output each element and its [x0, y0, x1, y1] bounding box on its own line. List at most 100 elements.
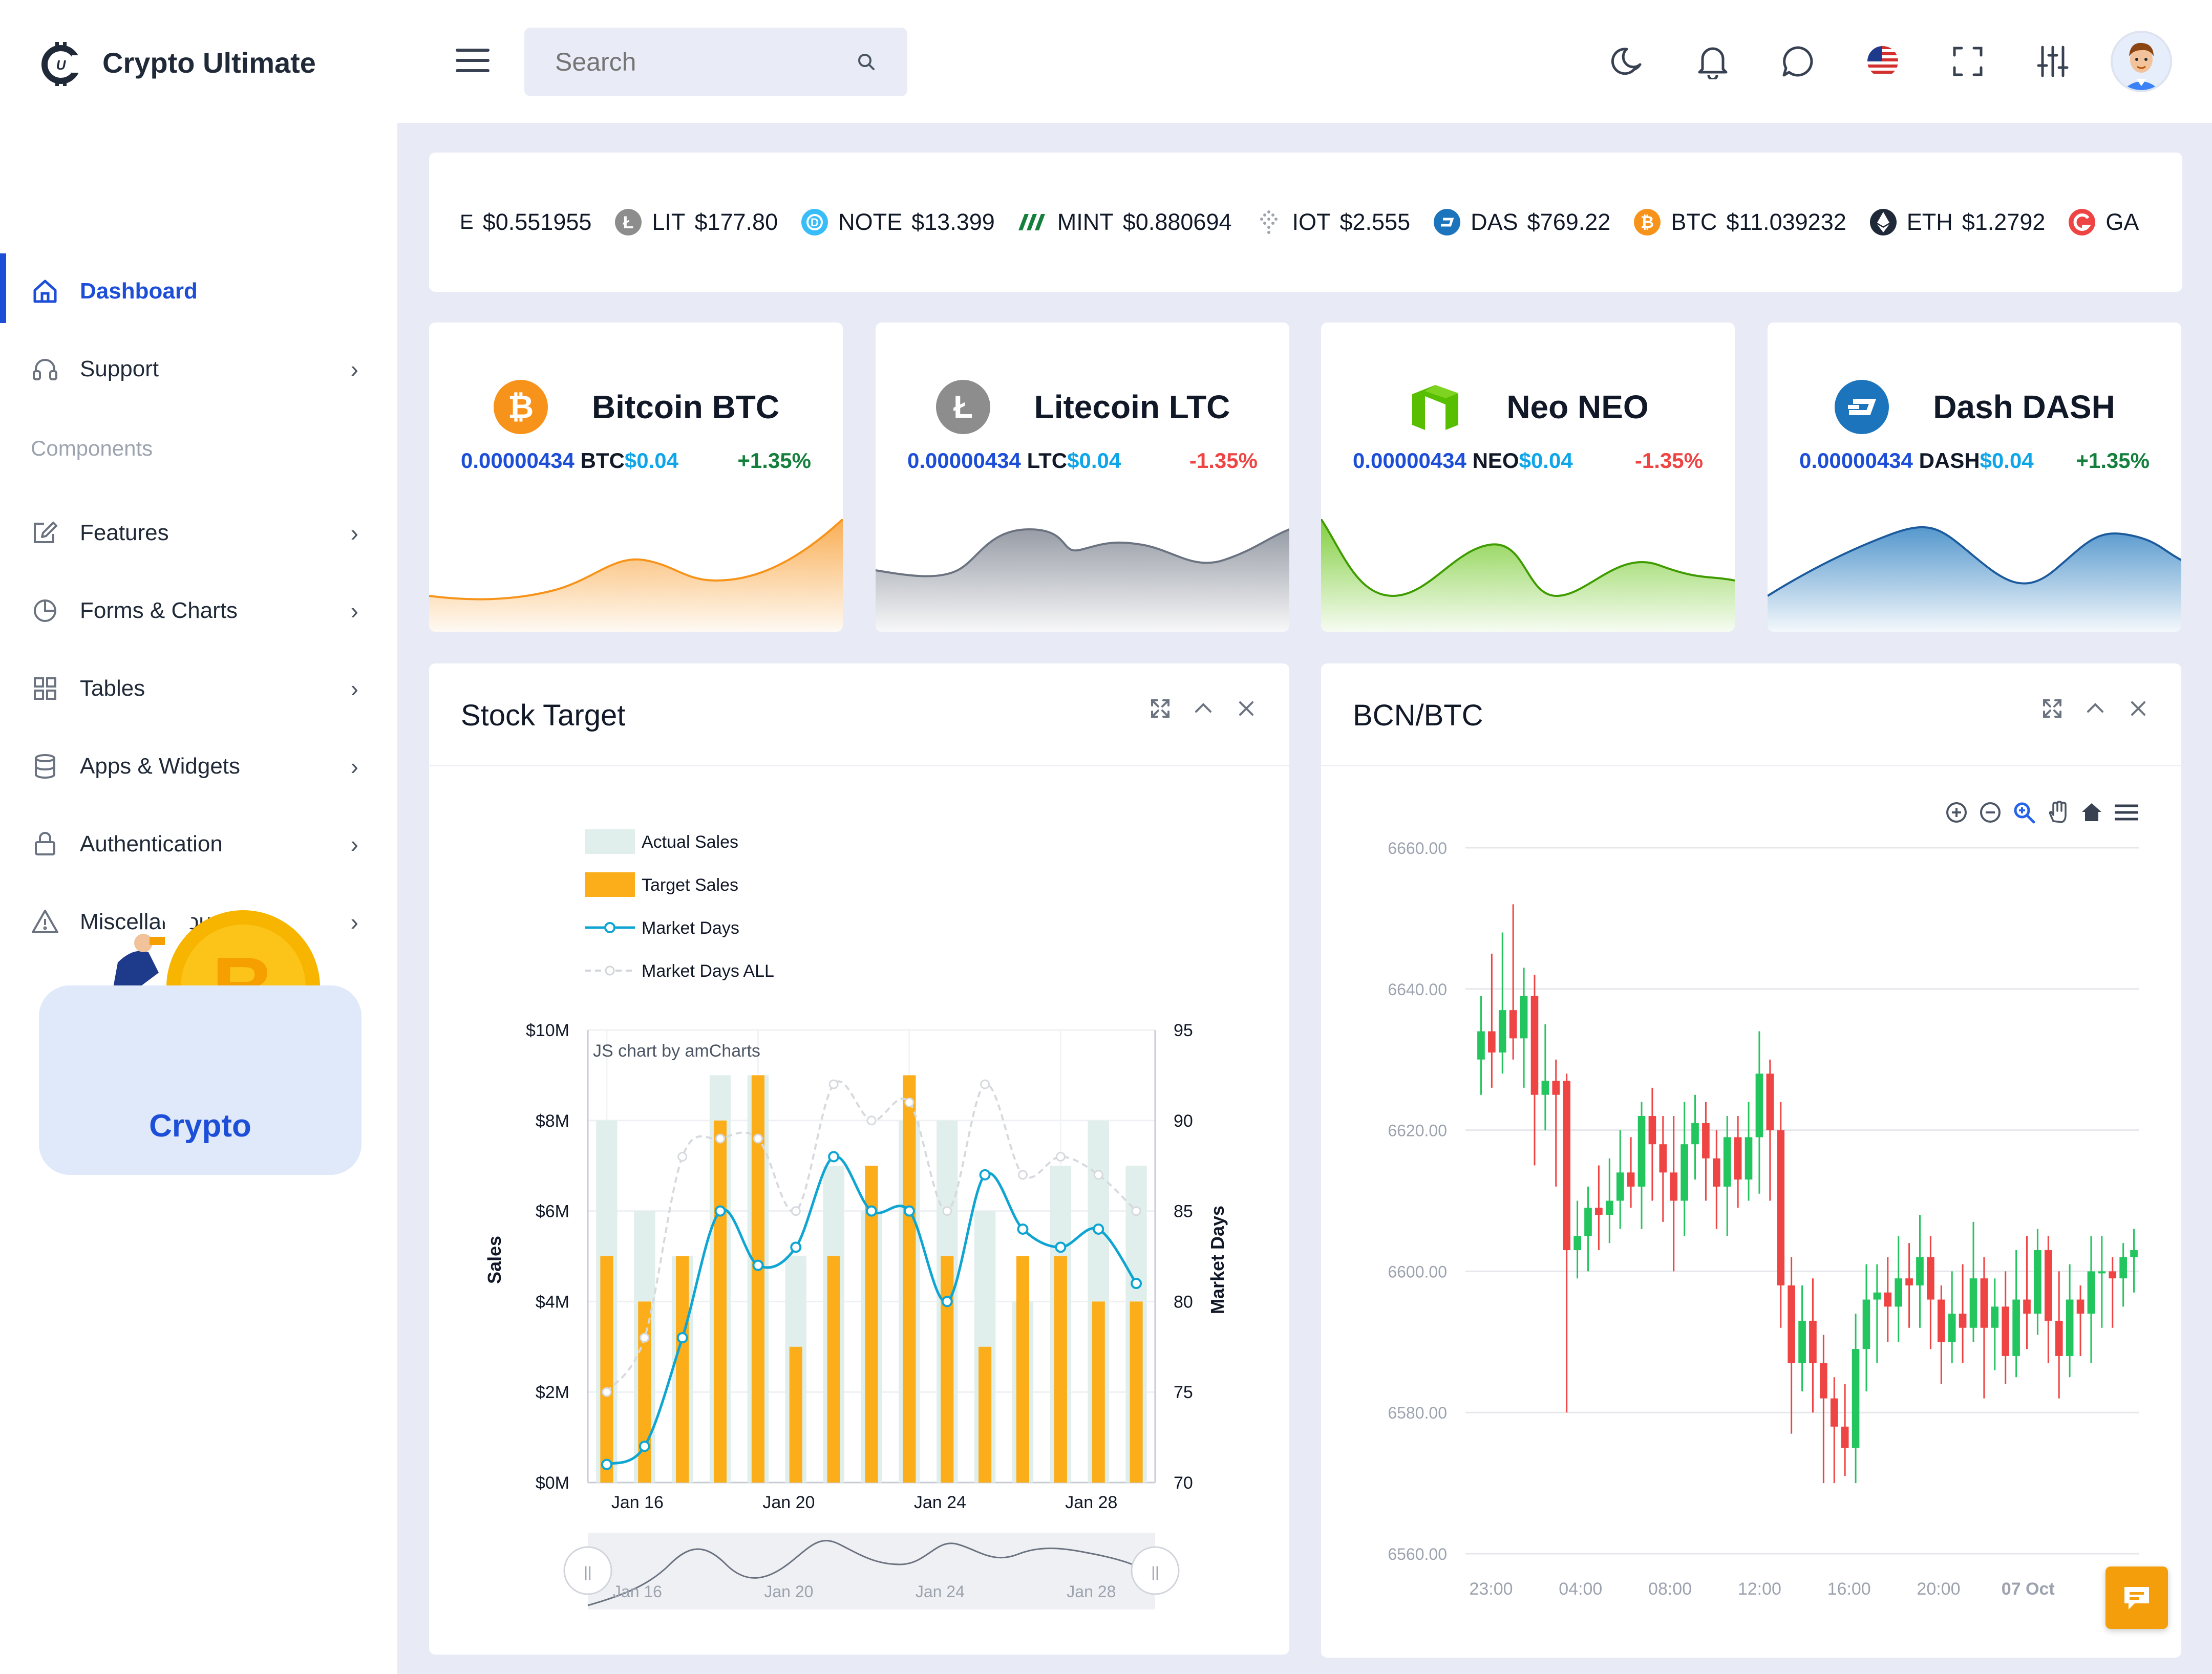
ticker-item[interactable]: ₿ BTC $11.039232: [1633, 208, 1846, 237]
search-input[interactable]: [555, 47, 811, 77]
promo-card[interactable]: Crypto: [39, 985, 361, 1175]
ticker-item[interactable]: MINT $0.880694: [1017, 209, 1232, 235]
edit-icon: [31, 519, 59, 547]
ticker-item[interactable]: D NOTE $13.399: [800, 208, 995, 237]
y-tick-label: 6640.00: [1388, 980, 1447, 999]
notifications-button[interactable]: [1686, 34, 1740, 89]
target-sales-bar: [1130, 1301, 1143, 1483]
sidebar-item-support[interactable]: Support ›: [31, 346, 364, 392]
price-ticker: E $0.551955 Ł LIT $177.80 D NOTE $13.399…: [429, 153, 2182, 292]
grid-icon: [31, 674, 59, 703]
pie-icon: [31, 596, 59, 625]
target-sales-bar: [1016, 1256, 1029, 1483]
sidebar-item-label: Support: [80, 356, 159, 382]
coin-card-neo[interactable]: Neo NEO 0.00000434 NEO$0.04 -1.35%: [1321, 323, 1735, 632]
candle-body: [1970, 1278, 1977, 1328]
coin-usd: $0.04: [1980, 448, 2034, 473]
coin-card-litecoin[interactable]: Ł Litecoin LTC 0.00000434 LTC$0.04 -1.35…: [876, 323, 1289, 632]
sidebar-item-tables[interactable]: Tables ›: [31, 666, 364, 712]
candle-body: [1734, 1137, 1742, 1179]
sidebar-item-forms-charts[interactable]: Forms & Charts ›: [31, 588, 364, 634]
chevron-right-icon: ›: [351, 355, 358, 383]
settings-button[interactable]: [2026, 34, 2080, 89]
coin-change: +1.35%: [2076, 448, 2150, 473]
chevron-up-icon[interactable]: [1192, 697, 1215, 720]
sidebar-item-features[interactable]: Features ›: [31, 510, 364, 556]
target-sales-bar: [1054, 1256, 1067, 1483]
user-avatar[interactable]: [2111, 31, 2172, 92]
ticker-price: $0.551955: [483, 209, 592, 235]
ticker-item[interactable]: Ł LIT $177.80: [614, 208, 778, 237]
coin-amount: 0.00000434: [1353, 448, 1466, 473]
ticker-item[interactable]: ETH $1.2792: [1869, 208, 2046, 237]
dark-mode-button[interactable]: [1601, 34, 1655, 89]
sliders-icon: [2036, 45, 2069, 78]
y-tick-label: 6600.00: [1388, 1262, 1447, 1281]
coin-card-dash[interactable]: Dash DASH 0.00000434 DASH$0.04 +1.35%: [1768, 323, 2181, 632]
x-tick-label: 08:00: [1648, 1579, 1692, 1599]
coin-unit: BTC: [581, 448, 625, 473]
candle-body: [1767, 1074, 1774, 1130]
fullscreen-button[interactable]: [1941, 34, 1995, 89]
candle-body: [1477, 1032, 1485, 1060]
coin-unit: DASH: [1919, 448, 1980, 473]
coin-card-bitcoin[interactable]: ₿ Bitcoin BTC 0.00000434 BTC$0.04 +1.35%: [429, 323, 843, 632]
candle-body: [1831, 1399, 1838, 1427]
market-days-point: [981, 1170, 990, 1179]
coin-name: Dash DASH: [1933, 388, 2115, 426]
ticker-item[interactable]: IOT $2.555: [1254, 208, 1411, 237]
ticker-item[interactable]: GA: [2068, 208, 2139, 237]
ticker-item[interactable]: DAS $769.22: [1433, 208, 1610, 237]
candlestick-chart: 6560.006580.006600.006620.006640.006660.…: [1321, 663, 2181, 1658]
stock-target-panel: Stock Target Actual Sales Target Sales M…: [429, 663, 1289, 1655]
language-button[interactable]: [1856, 34, 1910, 89]
chart-scrollbar[interactable]: Jan 16 Jan 20 Jan 24 Jan 28 || ||: [564, 1533, 1179, 1609]
coin-usd: $0.04: [625, 448, 678, 473]
x-tick-label: 04:00: [1559, 1579, 1602, 1599]
candle-body: [1713, 1158, 1720, 1187]
plot-area: $0M$2M$4M$6M$8M$10M707580859095Jan 16 Jan…: [526, 1021, 1193, 1512]
sidebar-item-dashboard[interactable]: Dashboard: [31, 268, 364, 314]
y-tick-label: 6580.00: [1388, 1404, 1447, 1422]
candle-body: [2066, 1300, 2074, 1356]
search-icon[interactable]: [856, 52, 877, 72]
menu-toggle-button[interactable]: [456, 49, 490, 72]
sidebar-item-authentication[interactable]: Authentication ›: [31, 821, 364, 867]
target-sales-bar: [600, 1256, 613, 1483]
ticker-item[interactable]: E $0.551955: [460, 209, 591, 235]
candle-body: [1681, 1144, 1688, 1200]
sidebar-item-label: Apps & Widgets: [80, 754, 240, 779]
svg-text:D: D: [811, 216, 819, 229]
coin-unit: LTC: [1027, 448, 1068, 473]
market-days-all-point: [867, 1117, 876, 1125]
candle-body: [2023, 1300, 2031, 1314]
live-chat-button[interactable]: [2105, 1566, 2168, 1629]
expand-icon[interactable]: [1149, 697, 1172, 720]
coin-amount: 0.00000434: [1799, 448, 1913, 473]
candle-body: [1820, 1363, 1827, 1399]
candle-body: [2088, 1271, 2095, 1314]
bitcoin-icon: ₿: [1633, 208, 1662, 237]
sidebar-item-apps-widgets[interactable]: Apps & Widgets ›: [31, 743, 364, 789]
x-tick-label: Jan 28: [1065, 1493, 1117, 1512]
candle-body: [1691, 1123, 1699, 1144]
close-icon[interactable]: [1235, 697, 1258, 720]
messages-button[interactable]: [1771, 34, 1825, 89]
chat-icon: [1781, 45, 1815, 78]
chart-credit: JS chart by amCharts: [593, 1041, 760, 1061]
target-sales-bar: [827, 1256, 840, 1483]
coin-amount: 0.00000434: [461, 448, 575, 473]
market-days-point: [791, 1242, 800, 1252]
iota-icon: [1254, 208, 1283, 237]
market-days-point: [1132, 1279, 1141, 1288]
x-tick-label: 07 Oct: [2002, 1579, 2055, 1599]
candle-body: [1552, 1081, 1560, 1095]
legend-marker: [605, 923, 614, 932]
market-days-point: [1018, 1225, 1027, 1234]
x-tick-label: 20:00: [1917, 1579, 1960, 1599]
market-days-point: [943, 1297, 952, 1306]
svg-text:₿: ₿: [508, 390, 534, 425]
candle-body: [1777, 1130, 1784, 1285]
market-days-all-point: [792, 1207, 800, 1215]
app-logo[interactable]: U Crypto Ultimate: [40, 38, 316, 87]
